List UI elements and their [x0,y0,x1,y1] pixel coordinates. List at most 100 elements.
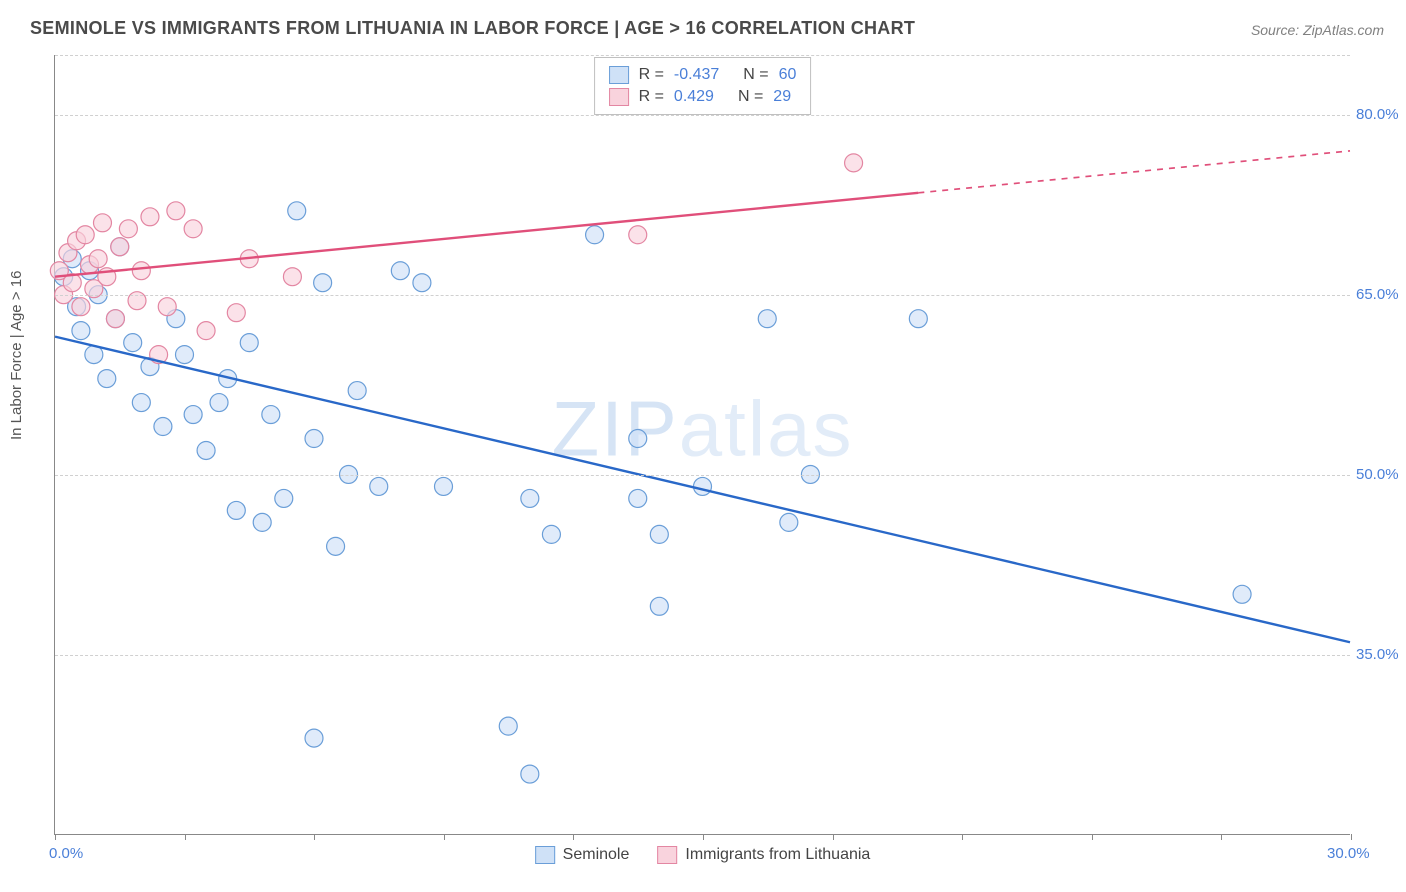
legend-stats-row: R = 0.429 N = 29 [609,86,797,108]
scatter-point-lithuania [119,220,137,238]
scatter-point-seminole [758,310,776,328]
scatter-point-seminole [413,274,431,292]
x-tick [1092,834,1093,840]
scatter-point-seminole [327,537,345,555]
x-tick [703,834,704,840]
legend-stats: R = -0.437 N = 60 R = 0.429 N = 29 [594,57,812,115]
plot-area: ZIPatlas R = -0.437 N = 60 R = 0.429 N =… [54,55,1350,835]
x-tick [1351,834,1352,840]
scatter-point-seminole [629,489,647,507]
scatter-point-lithuania [76,226,94,244]
x-tick [314,834,315,840]
scatter-point-seminole [275,489,293,507]
gridline [55,655,1350,656]
scatter-point-seminole [694,477,712,495]
scatter-point-seminole [780,513,798,531]
scatter-point-lithuania [167,202,185,220]
scatter-point-seminole [1233,585,1251,603]
r-label: R = [639,88,664,106]
scatter-point-seminole [650,597,668,615]
legend-stats-row: R = -0.437 N = 60 [609,64,797,86]
scatter-point-lithuania [106,310,124,328]
x-tick [573,834,574,840]
legend-swatch-lithuania [609,88,629,106]
source-attribution: Source: ZipAtlas.com [1251,22,1384,38]
chart-svg [55,55,1350,834]
scatter-point-lithuania [141,208,159,226]
r-label: R = [639,66,664,84]
scatter-point-seminole [650,525,668,543]
scatter-point-lithuania [93,214,111,232]
n-label: N = [743,66,768,84]
scatter-point-seminole [435,477,453,495]
scatter-point-seminole [305,729,323,747]
scatter-point-lithuania [72,298,90,316]
x-tick-label: 30.0% [1327,845,1370,862]
n-value-lithuania: 29 [773,88,791,106]
scatter-point-lithuania [629,226,647,244]
scatter-point-seminole [586,226,604,244]
scatter-point-seminole [348,382,366,400]
gridline [55,115,1350,116]
scatter-point-lithuania [227,304,245,322]
gridline [55,475,1350,476]
gridline [55,55,1350,56]
scatter-point-seminole [629,430,647,448]
legend-swatch-seminole [535,846,555,864]
scatter-point-seminole [98,370,116,388]
scatter-point-seminole [909,310,927,328]
y-tick-label: 65.0% [1356,286,1406,303]
scatter-point-lithuania [89,250,107,268]
y-axis-label: In Labor Force | Age > 16 [8,271,25,440]
legend-series: Seminole Immigrants from Lithuania [535,846,871,864]
scatter-point-seminole [240,334,258,352]
scatter-point-lithuania [845,154,863,172]
n-value-seminole: 60 [779,66,797,84]
legend-item-lithuania: Immigrants from Lithuania [657,846,870,864]
scatter-point-seminole [499,717,517,735]
x-tick [55,834,56,840]
legend-label-seminole: Seminole [563,846,630,864]
scatter-point-seminole [197,442,215,460]
x-tick [185,834,186,840]
scatter-point-seminole [184,406,202,424]
scatter-point-seminole [314,274,332,292]
r-value-seminole: -0.437 [674,66,719,84]
scatter-point-lithuania [111,238,129,256]
x-tick [962,834,963,840]
x-tick [1221,834,1222,840]
regression-line-seminole [55,337,1350,643]
y-tick-label: 50.0% [1356,466,1406,483]
y-tick-label: 35.0% [1356,646,1406,663]
scatter-point-seminole [288,202,306,220]
scatter-point-seminole [253,513,271,531]
scatter-point-seminole [154,418,172,436]
scatter-point-lithuania [184,220,202,238]
scatter-point-lithuania [283,268,301,286]
scatter-point-seminole [370,477,388,495]
y-tick-label: 80.0% [1356,106,1406,123]
r-value-lithuania: 0.429 [674,88,714,106]
legend-swatch-seminole [609,66,629,84]
x-tick [444,834,445,840]
gridline [55,295,1350,296]
chart-title: SEMINOLE VS IMMIGRANTS FROM LITHUANIA IN… [30,18,915,39]
scatter-point-seminole [521,489,539,507]
legend-item-seminole: Seminole [535,846,630,864]
scatter-point-lithuania [132,262,150,280]
scatter-point-seminole [132,394,150,412]
scatter-point-seminole [176,346,194,364]
legend-swatch-lithuania [657,846,677,864]
scatter-point-seminole [210,394,228,412]
scatter-point-seminole [227,501,245,519]
scatter-point-seminole [124,334,142,352]
regression-line-lithuania [55,193,918,277]
scatter-point-seminole [391,262,409,280]
scatter-point-seminole [542,525,560,543]
n-label: N = [738,88,763,106]
legend-label-lithuania: Immigrants from Lithuania [685,846,870,864]
scatter-point-seminole [305,430,323,448]
scatter-point-seminole [521,765,539,783]
x-tick-label: 0.0% [49,845,83,862]
scatter-point-lithuania [158,298,176,316]
